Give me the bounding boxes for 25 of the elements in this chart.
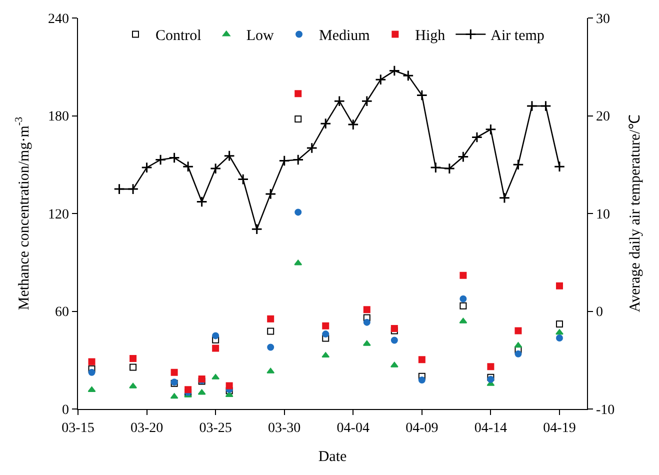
y-tick-label: 60 xyxy=(55,305,70,320)
legend-label: Medium xyxy=(319,28,370,44)
legend-label: Low xyxy=(246,28,274,44)
x-tick-label: 04-09 xyxy=(406,420,438,436)
x-axis-title: Date xyxy=(318,448,347,465)
x-tick-label: 04-04 xyxy=(336,420,370,436)
y-tick-label: 120 xyxy=(48,207,70,222)
legend-label: High xyxy=(415,28,446,44)
legend-label: Air temp xyxy=(490,28,544,44)
x-tick-label: 03-15 xyxy=(62,420,94,436)
y-tick-label: 180 xyxy=(48,110,70,125)
x-tick-label: 03-25 xyxy=(199,420,232,436)
x-tick-label: 04-19 xyxy=(543,420,576,436)
y-tick-label: 240 xyxy=(48,12,70,27)
x-tick-label: 04-14 xyxy=(474,420,508,436)
x-tick-label: 03-30 xyxy=(268,420,301,436)
y2-tick-label: 20 xyxy=(596,110,610,125)
y2-tick-label: -10 xyxy=(596,402,615,418)
y2-tick-label: 10 xyxy=(596,207,610,222)
y2-tick-label: 0 xyxy=(596,305,603,320)
y2-tick-label: 30 xyxy=(596,12,610,27)
y2-axis-title: Average daily air temperature/℃ xyxy=(628,114,644,312)
y-tick-label: 0 xyxy=(62,402,70,418)
legend-label: Control xyxy=(156,28,202,44)
x-tick-label: 03-20 xyxy=(130,420,164,436)
